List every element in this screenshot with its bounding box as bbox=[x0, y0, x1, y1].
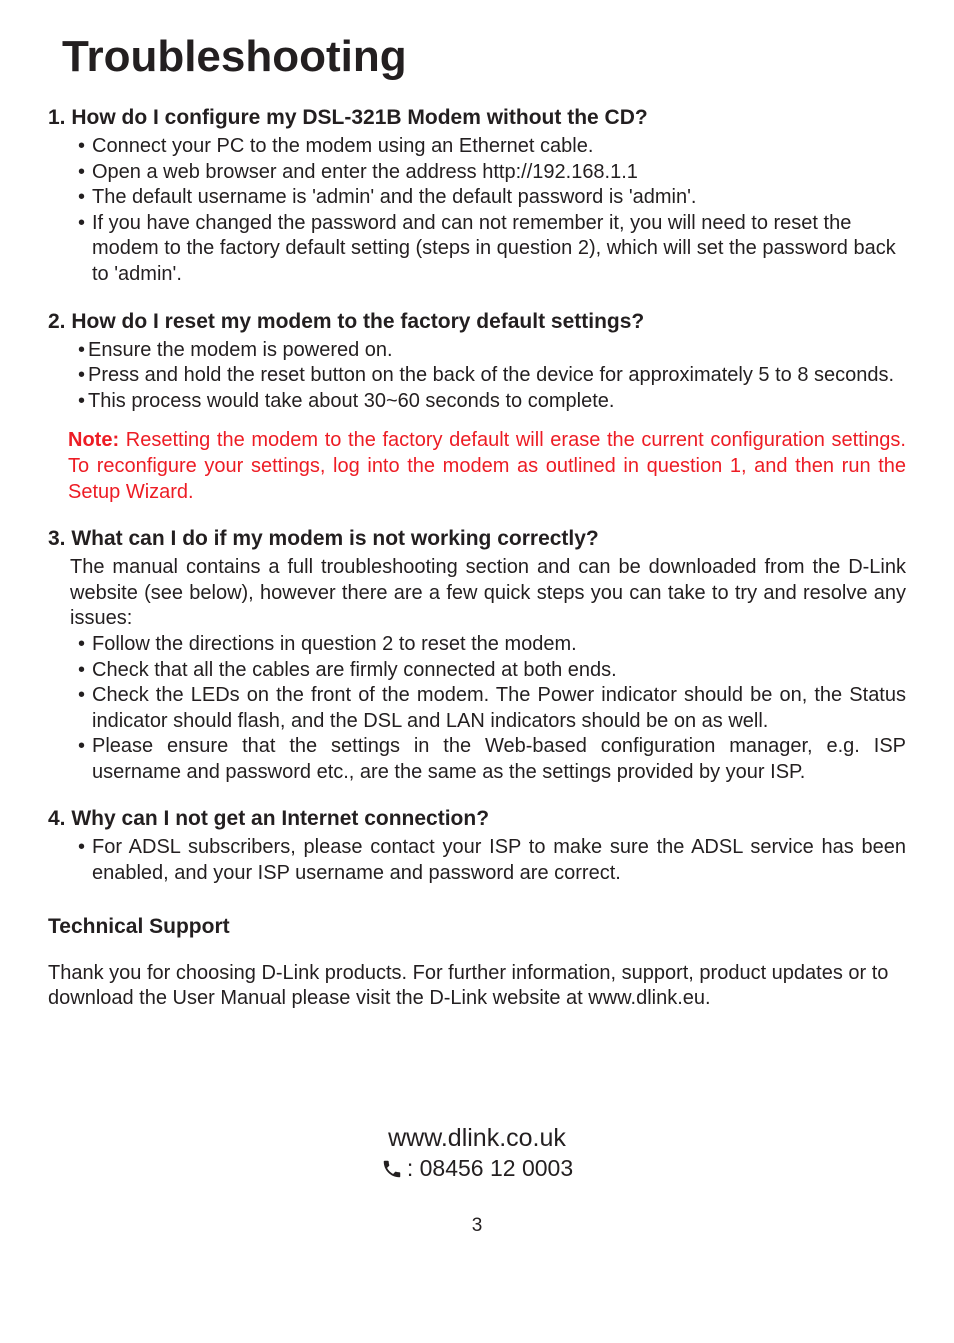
warning-note: Note: Resetting the modem to the factory… bbox=[68, 428, 906, 505]
support-text: Thank you for choosing D-Link products. … bbox=[48, 961, 906, 1012]
section-1: 1. How do I configure my DSL-321B Modem … bbox=[48, 106, 906, 288]
support-section: Technical Support Thank you for choosing… bbox=[48, 915, 906, 1012]
page-number: 3 bbox=[48, 1215, 906, 1237]
section-3: 3. What can I do if my modem is not work… bbox=[48, 527, 906, 785]
list-item: This process would take about 30~60 seco… bbox=[78, 389, 906, 415]
list-item: Check the LEDs on the front of the modem… bbox=[78, 683, 906, 734]
contact-block: www.dlink.co.uk : 08456 12 0003 bbox=[48, 1122, 906, 1185]
section-2-list: Ensure the modem is powered on. Press an… bbox=[48, 338, 906, 415]
list-item: Please ensure that the settings in the W… bbox=[78, 734, 906, 785]
page-title: Troubleshooting bbox=[62, 32, 906, 82]
list-item: Check that all the cables are firmly con… bbox=[78, 658, 906, 684]
section-4-heading: 4. Why can I not get an Internet connect… bbox=[48, 807, 906, 831]
list-item: The default username is 'admin' and the … bbox=[78, 185, 906, 211]
section-1-list: Connect your PC to the modem using an Et… bbox=[48, 134, 906, 288]
list-item: Press and hold the reset button on the b… bbox=[78, 363, 906, 389]
section-3-heading: 3. What can I do if my modem is not work… bbox=[48, 527, 906, 551]
list-item: Open a web browser and enter the address… bbox=[78, 160, 906, 186]
list-item: Follow the directions in question 2 to r… bbox=[78, 632, 906, 658]
list-item: Connect your PC to the modem using an Et… bbox=[78, 134, 906, 160]
section-2: 2. How do I reset my modem to the factor… bbox=[48, 310, 906, 506]
list-item: Ensure the modem is powered on. bbox=[78, 338, 906, 364]
section-3-intro: The manual contains a full troubleshooti… bbox=[70, 555, 906, 632]
section-1-heading: 1. How do I configure my DSL-321B Modem … bbox=[48, 106, 906, 130]
contact-phone-line: : 08456 12 0003 bbox=[381, 1154, 573, 1183]
document-page: Troubleshooting 1. How do I configure my… bbox=[0, 0, 954, 1343]
support-heading: Technical Support bbox=[48, 915, 906, 939]
list-item: If you have changed the password and can… bbox=[78, 211, 906, 288]
note-label: Note: bbox=[68, 429, 119, 451]
contact-phone: : 08456 12 0003 bbox=[407, 1154, 573, 1183]
section-4: 4. Why can I not get an Internet connect… bbox=[48, 807, 906, 886]
phone-icon bbox=[381, 1158, 403, 1180]
section-4-list: For ADSL subscribers, please contact you… bbox=[48, 835, 906, 886]
contact-url: www.dlink.co.uk bbox=[48, 1122, 906, 1154]
section-2-heading: 2. How do I reset my modem to the factor… bbox=[48, 310, 906, 334]
section-3-list: Follow the directions in question 2 to r… bbox=[48, 632, 906, 786]
note-text: Resetting the modem to the factory defau… bbox=[68, 429, 906, 502]
list-item: For ADSL subscribers, please contact you… bbox=[78, 835, 906, 886]
